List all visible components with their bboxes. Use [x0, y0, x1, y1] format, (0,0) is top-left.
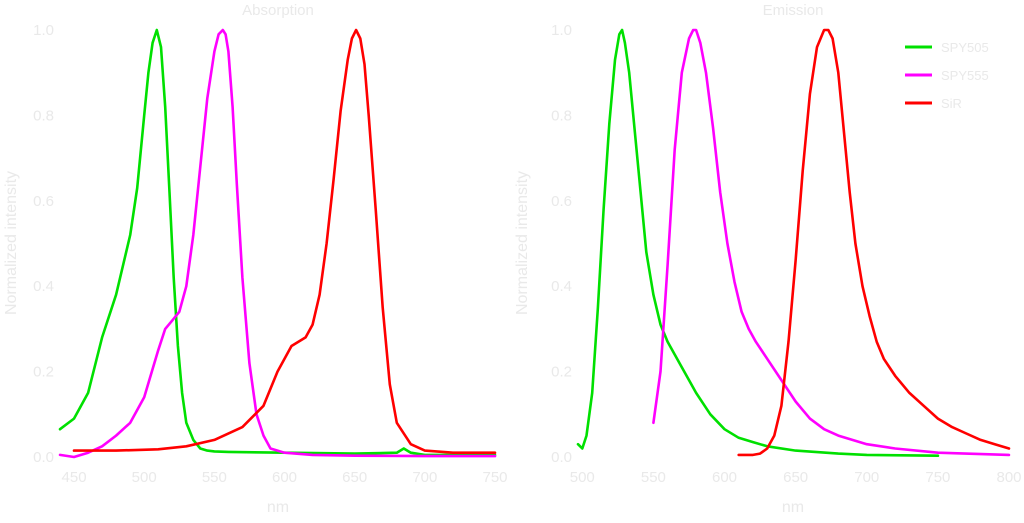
absorption-panel: Absorption Normalized intensity nm 450 50… — [3, 2, 508, 516]
y-tick-label: 0.8 — [551, 107, 572, 124]
x-tick-label: 800 — [996, 469, 1021, 486]
y-axis-label: Normalized intensity — [3, 171, 20, 315]
x-tick-label: 550 — [641, 469, 666, 486]
y-tick-label: 0.8 — [33, 107, 54, 124]
x-tick-label: 550 — [202, 469, 227, 486]
emission-panel: Emission Normalized intensity nm 500 550 6… — [514, 2, 1022, 516]
x-tick-label: 700 — [854, 469, 879, 486]
y-tick-label: 1.0 — [551, 22, 572, 39]
chart-title: Emission — [763, 2, 824, 19]
series-line-spy555 — [58, 28, 497, 459]
legend: SPY505 SPY555 SiR — [905, 40, 989, 111]
series-line-sir — [737, 28, 1011, 457]
x-tick-label: 600 — [712, 469, 737, 486]
x-axis-label: nm — [267, 499, 289, 516]
legend-label: SiR — [941, 96, 962, 111]
y-tick-labels: 0.0 0.2 0.4 0.6 0.8 1.0 — [33, 22, 54, 466]
y-tick-label: 0.0 — [551, 449, 572, 466]
y-tick-label: 0.0 — [33, 449, 54, 466]
y-tick-labels: 0.0 0.2 0.4 0.6 0.8 1.0 — [551, 22, 572, 466]
x-axis-label: nm — [782, 499, 804, 516]
series-line-spy555 — [652, 28, 1011, 457]
x-tick-label: 650 — [342, 469, 367, 486]
series-line-sir — [72, 28, 497, 454]
x-tick-label: 500 — [570, 469, 595, 486]
legend-label: SPY555 — [941, 68, 989, 83]
x-tick-label: 750 — [482, 469, 507, 486]
y-tick-label: 0.4 — [551, 278, 572, 295]
y-axis-label: Normalized intensity — [514, 171, 531, 315]
series-line-spy505 — [58, 28, 497, 457]
y-tick-label: 1.0 — [33, 22, 54, 39]
x-tick-labels: 500 550 600 650 700 750 800 — [570, 469, 1022, 486]
legend-label: SPY505 — [941, 40, 989, 55]
series-lines — [576, 28, 1011, 457]
x-tick-label: 500 — [132, 469, 157, 486]
series-line-spy505 — [576, 28, 940, 457]
x-tick-label: 750 — [925, 469, 950, 486]
chart-title: Absorption — [242, 2, 314, 19]
y-tick-label: 0.2 — [33, 364, 54, 381]
y-tick-label: 0.2 — [551, 364, 572, 381]
x-tick-label: 700 — [412, 469, 437, 486]
y-tick-label: 0.6 — [551, 193, 572, 210]
series-lines — [58, 28, 497, 459]
x-tick-label: 450 — [62, 469, 87, 486]
x-tick-labels: 450 500 550 600 650 700 750 — [62, 469, 508, 486]
x-tick-label: 600 — [272, 469, 297, 486]
y-tick-label: 0.6 — [33, 193, 54, 210]
x-tick-label: 650 — [783, 469, 808, 486]
y-tick-label: 0.4 — [33, 278, 54, 295]
